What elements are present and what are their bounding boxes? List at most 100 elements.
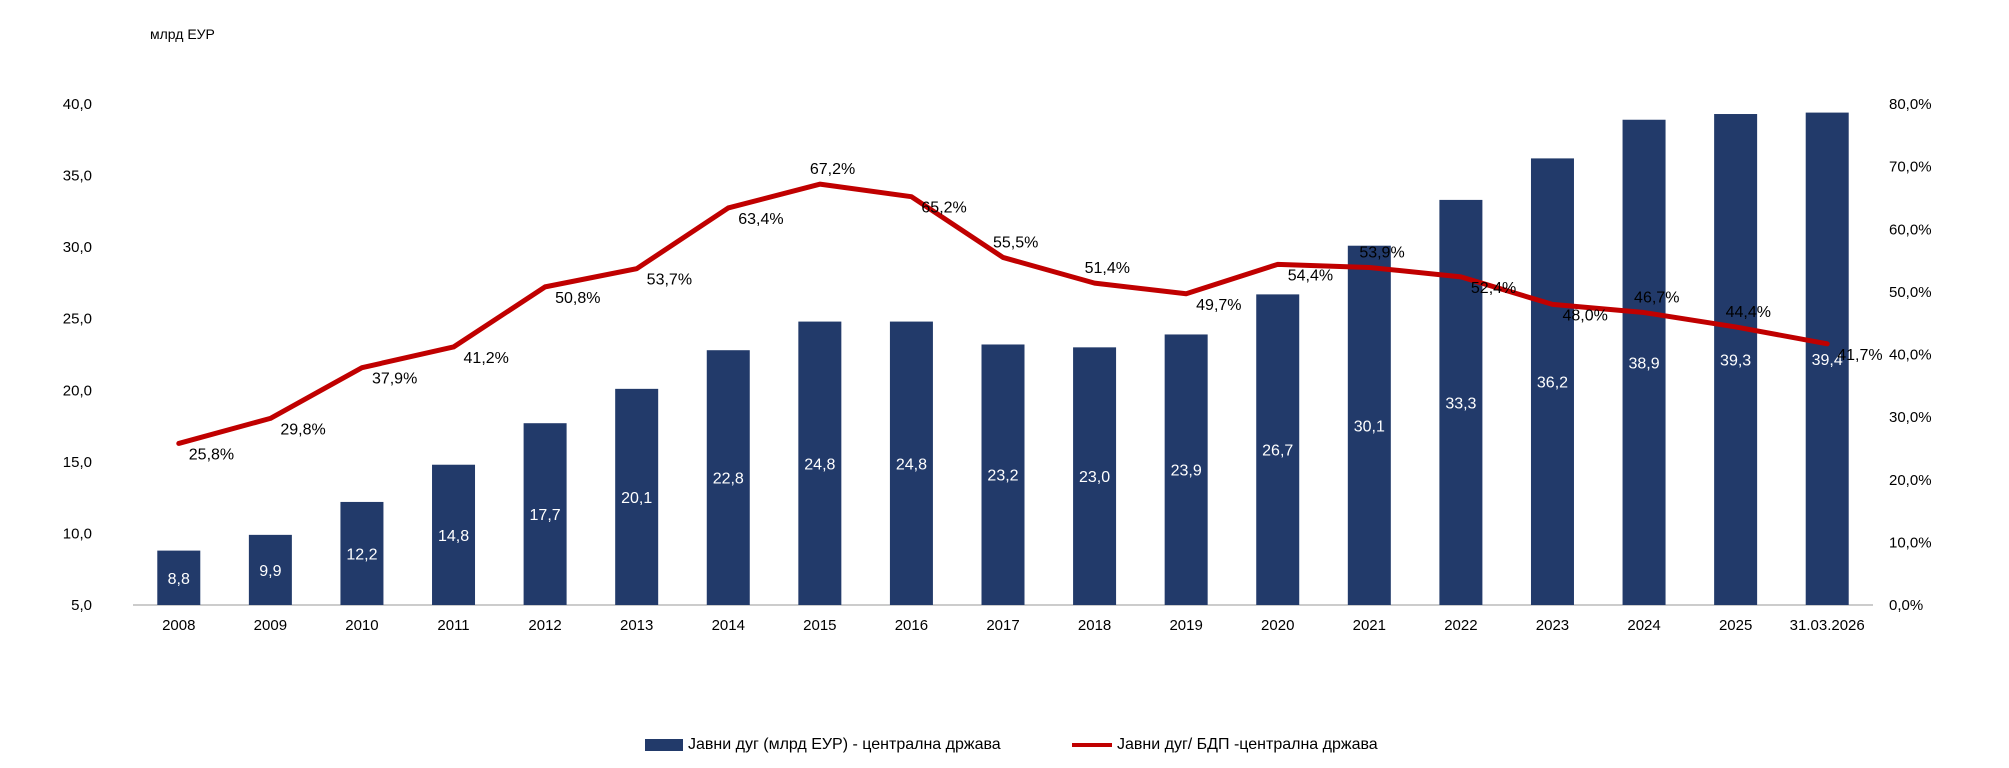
bar — [981, 344, 1025, 605]
bar — [340, 501, 384, 605]
line-value-label: 49,7% — [1196, 297, 1241, 314]
y-right-tick-label: 60,0% — [1889, 221, 1932, 238]
x-tick-label: 2016 — [895, 617, 928, 634]
bar — [706, 350, 750, 605]
y-left-tick-label: 15,0 — [63, 454, 92, 471]
bar — [1164, 334, 1208, 605]
y-left-tick-label: 5,0 — [71, 597, 92, 614]
bar-value-label: 38,9 — [1628, 355, 1659, 372]
y-right-tick-label: 10,0% — [1889, 534, 1932, 551]
line-value-label: 65,2% — [921, 200, 966, 217]
line-value-label: 53,9% — [1359, 244, 1404, 261]
x-tick-label: 2024 — [1627, 617, 1660, 634]
bar-value-label: 12,2 — [346, 546, 377, 563]
bar — [1530, 158, 1574, 605]
legend-label-debt: Јавни дуг (млрд ЕУР) - централна држава — [688, 736, 1001, 753]
bar-value-label: 23,2 — [987, 468, 1018, 485]
legend-item-ratio: Јавни дуг/ БДП -централна држава — [1072, 736, 1378, 754]
bar — [248, 534, 292, 605]
bar-value-label: 22,8 — [713, 471, 744, 488]
bar-value-label: 23,9 — [1171, 463, 1202, 480]
legend-bar-swatch — [645, 739, 683, 751]
y-right-tick-label: 80,0% — [1889, 96, 1932, 113]
x-tick-label: 2009 — [254, 617, 287, 634]
bar-value-label: 23,0 — [1079, 469, 1110, 486]
line-value-label: 55,5% — [993, 234, 1038, 251]
line-value-label: 53,7% — [647, 272, 692, 289]
line-value-label: 52,4% — [1471, 280, 1516, 297]
x-tick-label: 2018 — [1078, 617, 1111, 634]
line-value-label: 50,8% — [555, 290, 600, 307]
y-left-tick-label: 40,0 — [63, 96, 92, 113]
x-tick-label: 2008 — [162, 617, 195, 634]
bar — [432, 464, 476, 605]
x-tick-label: 2013 — [620, 617, 653, 634]
y-axis-right: 0,0% 10,0% 20,0% 30,0% 40,0% 50,0% 60,0% 70,0% 8… — [1889, 96, 1932, 614]
bar — [1714, 114, 1758, 606]
y-right-tick-label: 30,0% — [1889, 409, 1932, 426]
bar-data-labels: 8,8 9,9 12,2 14,8 17,7 20,1 22,8 24,8 24,8 23,2 23… — [168, 352, 1843, 588]
x-tick-label: 2023 — [1536, 617, 1569, 634]
y-right-tick-label: 20,0% — [1889, 472, 1932, 489]
bar — [615, 388, 659, 605]
line-data-labels: 25,8% 29,8% 37,9% 41,2% 50,8% 53,7% 63,4% 67,2%… — [189, 161, 1883, 463]
bar-value-label: 20,1 — [621, 490, 652, 507]
line-value-label: 67,2% — [810, 161, 855, 178]
y-axis-left: 5,0 10,0 15,0 20,0 25,0 30,0 35,0 40,0 — [63, 96, 92, 614]
y-right-tick-label: 0,0% — [1889, 597, 1923, 614]
bar-value-label: 36,2 — [1537, 375, 1568, 392]
y-left-tick-label: 20,0 — [63, 382, 92, 399]
y-right-tick-label: 40,0% — [1889, 347, 1932, 364]
y-left-tick-label: 35,0 — [63, 168, 92, 185]
legend-line-swatch — [1072, 743, 1112, 747]
bar-value-label: 24,8 — [804, 456, 835, 473]
y-right-tick-label: 70,0% — [1889, 159, 1932, 176]
line-value-label: 63,4% — [738, 211, 783, 228]
bar-value-label: 33,3 — [1445, 395, 1476, 412]
y-left-tick-label: 30,0 — [63, 239, 92, 256]
x-tick-label: 2022 — [1444, 617, 1477, 634]
bar — [157, 550, 201, 605]
x-tick-label: 2011 — [437, 617, 469, 634]
x-tick-label: 2017 — [986, 617, 1019, 634]
bar-value-label: 39,4 — [1812, 352, 1843, 369]
x-tick-label: 2015 — [803, 617, 836, 634]
x-tick-label: 2010 — [345, 617, 378, 634]
bar-value-label: 24,8 — [896, 456, 927, 473]
bar — [889, 321, 933, 605]
bar — [1622, 119, 1666, 605]
x-tick-label: 2012 — [528, 617, 561, 634]
line-value-label: 25,8% — [189, 446, 234, 463]
x-tick-label: 2020 — [1261, 617, 1294, 634]
unit-label: млрд ЕУР — [150, 26, 215, 42]
bar-value-label: 9,9 — [259, 563, 281, 580]
ratio-line — [176, 181, 1830, 446]
line-value-label: 54,4% — [1288, 267, 1333, 284]
x-tick-label: 31.03.2026 — [1790, 617, 1865, 634]
bar-value-label: 30,1 — [1354, 418, 1385, 435]
line-value-label: 37,9% — [372, 371, 417, 388]
bar — [1347, 245, 1391, 605]
bar-value-label: 26,7 — [1262, 443, 1293, 460]
bar — [798, 321, 842, 605]
bar — [1073, 347, 1117, 605]
line-value-label: 44,4% — [1726, 304, 1771, 321]
legend-item-debt: Јавни дуг (млрд ЕУР) - централна држава — [645, 736, 1001, 754]
line-value-label: 41,7% — [1837, 347, 1882, 364]
x-tick-label: 2025 — [1719, 617, 1752, 634]
line-value-label: 41,2% — [464, 350, 509, 367]
line-value-label: 46,7% — [1634, 290, 1679, 307]
bar-series — [157, 112, 1849, 606]
line-value-label: 29,8% — [280, 421, 325, 438]
bar-value-label: 17,7 — [530, 507, 561, 524]
x-tick-label: 2021 — [1353, 617, 1386, 634]
bar-value-label: 39,3 — [1720, 353, 1751, 370]
y-right-tick-label: 50,0% — [1889, 284, 1932, 301]
x-tick-label: 2019 — [1169, 617, 1202, 634]
y-left-tick-label: 25,0 — [63, 311, 92, 328]
line-value-label: 48,0% — [1562, 307, 1607, 324]
bar — [1256, 294, 1300, 605]
bar — [1439, 199, 1483, 606]
line-value-label: 51,4% — [1085, 260, 1130, 277]
